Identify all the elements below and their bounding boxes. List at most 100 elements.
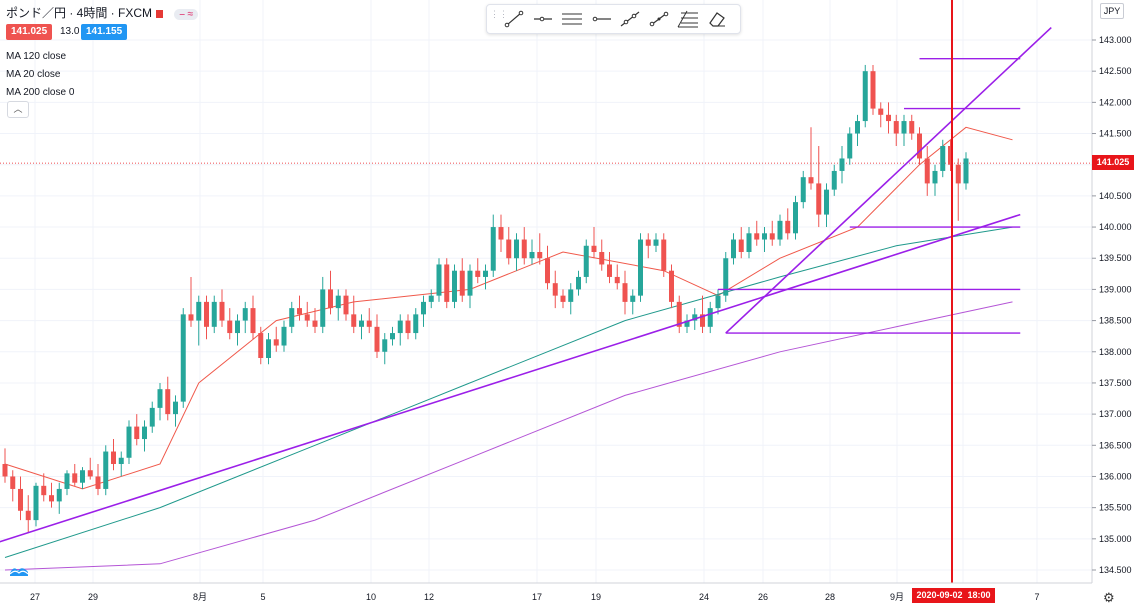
candle-body xyxy=(273,339,279,346)
candle-body xyxy=(320,289,326,327)
candle-body xyxy=(831,170,837,190)
x-tick-label: 28 xyxy=(825,592,835,602)
x-tick-label: 19 xyxy=(591,592,601,602)
crosshair-date: 2020-09-02 xyxy=(916,590,963,600)
candle-body xyxy=(72,473,78,483)
parallel-channel-icon[interactable] xyxy=(559,8,585,30)
candle-body xyxy=(436,264,442,296)
candle-body xyxy=(281,326,287,346)
candle-body xyxy=(304,314,310,321)
horizontal-line-icon[interactable] xyxy=(588,8,614,30)
currency-label[interactable]: JPY xyxy=(1100,3,1124,19)
price-axis: 134.500 135.000 135.500 136.000 136.500 137.0… xyxy=(1091,0,1132,583)
candle-body xyxy=(111,451,116,464)
indicator-ma200[interactable]: MA 200 close 0 xyxy=(6,87,75,98)
moving-averages xyxy=(4,126,1013,571)
candle-body xyxy=(529,252,535,259)
candle-body xyxy=(235,320,240,334)
eraser-icon[interactable] xyxy=(704,8,730,30)
candle-body xyxy=(258,333,264,358)
tradingview-logo-icon[interactable] xyxy=(8,563,30,577)
indicator-ma20[interactable]: MA 20 close xyxy=(6,69,61,80)
candle-body xyxy=(591,245,597,252)
candle-body xyxy=(552,283,558,296)
candle-body xyxy=(126,426,132,458)
drag-handle-icon[interactable]: ⋮⋮ xyxy=(490,9,508,19)
time-axis: 27298月5101217192426289月37 xyxy=(0,582,1092,602)
candle-body xyxy=(204,301,209,327)
candle-body xyxy=(250,308,256,334)
ma-line xyxy=(4,126,1013,490)
gear-icon[interactable]: ⚙ xyxy=(1103,590,1115,605)
candle-body xyxy=(560,295,566,302)
candle-body xyxy=(180,314,186,402)
candle-body xyxy=(498,227,504,240)
x-tick-label: 7 xyxy=(1034,592,1039,602)
horizontal-ray-icon[interactable] xyxy=(530,8,556,30)
symbol-title[interactable]: ポンド／円 · 4時間 · FXCM xyxy=(6,6,152,20)
candle-body xyxy=(49,495,54,502)
y-tick-label: 141.500 xyxy=(1099,129,1132,139)
candle-body xyxy=(731,239,736,259)
candle-body xyxy=(10,476,16,489)
y-tick-label: 136.500 xyxy=(1099,440,1132,450)
candle-body xyxy=(56,488,62,502)
candle-body xyxy=(312,320,318,327)
candle-body xyxy=(669,270,674,302)
trendline xyxy=(0,213,1021,543)
candle-body xyxy=(738,239,744,252)
candle-body xyxy=(227,320,233,334)
indicator-ma120[interactable]: MA 120 close xyxy=(6,51,67,62)
ask-price-box[interactable]: 141.155 xyxy=(81,24,128,40)
extended-line-icon[interactable] xyxy=(617,8,643,30)
y-tick-label: 135.500 xyxy=(1099,503,1132,513)
candle-body xyxy=(514,239,519,259)
candle-body xyxy=(808,177,814,184)
x-tick-label: 29 xyxy=(88,592,98,602)
candle-body xyxy=(886,114,891,122)
candle-body xyxy=(583,245,589,277)
candle-body xyxy=(762,233,767,240)
candle-body xyxy=(847,133,853,159)
y-tick-label: 139.500 xyxy=(1099,253,1132,263)
chart-grid xyxy=(0,0,1092,583)
candle-body xyxy=(165,389,171,415)
candle-body xyxy=(405,320,411,334)
candle-body xyxy=(800,177,806,203)
compare-pill[interactable]: – ≈ xyxy=(174,9,199,20)
candle-body xyxy=(343,295,349,315)
y-tick-label: 137.500 xyxy=(1099,378,1132,388)
candle-body xyxy=(723,258,729,296)
candlesticks xyxy=(2,64,969,533)
candle-body xyxy=(397,320,403,334)
fib-retracement-icon[interactable] xyxy=(675,8,701,30)
candle-body xyxy=(599,252,605,265)
candle-body xyxy=(645,239,651,246)
crosshair-date-label: 2020-09-02 18:00 xyxy=(912,588,995,603)
chevron-up-icon: ︿ xyxy=(13,104,23,114)
flag-icon xyxy=(156,9,163,18)
bid-price-box[interactable]: 141.025 xyxy=(6,24,53,40)
candle-body xyxy=(576,276,581,290)
x-tick-label: 26 xyxy=(758,592,768,602)
candle-body xyxy=(219,301,225,321)
candle-body xyxy=(684,320,690,327)
candle-body xyxy=(188,314,194,321)
candle-body xyxy=(173,401,178,415)
candle-body xyxy=(715,295,721,309)
trend-line-icon[interactable] xyxy=(501,8,527,30)
collapse-legend-button[interactable]: ︿ xyxy=(7,101,29,118)
x-tick-label: 9月 xyxy=(890,592,904,602)
candle-body xyxy=(382,339,388,352)
candle-body xyxy=(25,510,31,521)
candle-body xyxy=(630,295,636,302)
candle-body xyxy=(700,314,705,327)
info-line-icon[interactable] xyxy=(646,8,672,30)
candle-body xyxy=(18,488,23,511)
y-tick-label: 134.500 xyxy=(1099,565,1132,575)
candle-body xyxy=(777,220,783,240)
candle-body xyxy=(490,227,496,271)
candle-body xyxy=(793,202,798,234)
x-tick-label: 5 xyxy=(260,592,265,602)
